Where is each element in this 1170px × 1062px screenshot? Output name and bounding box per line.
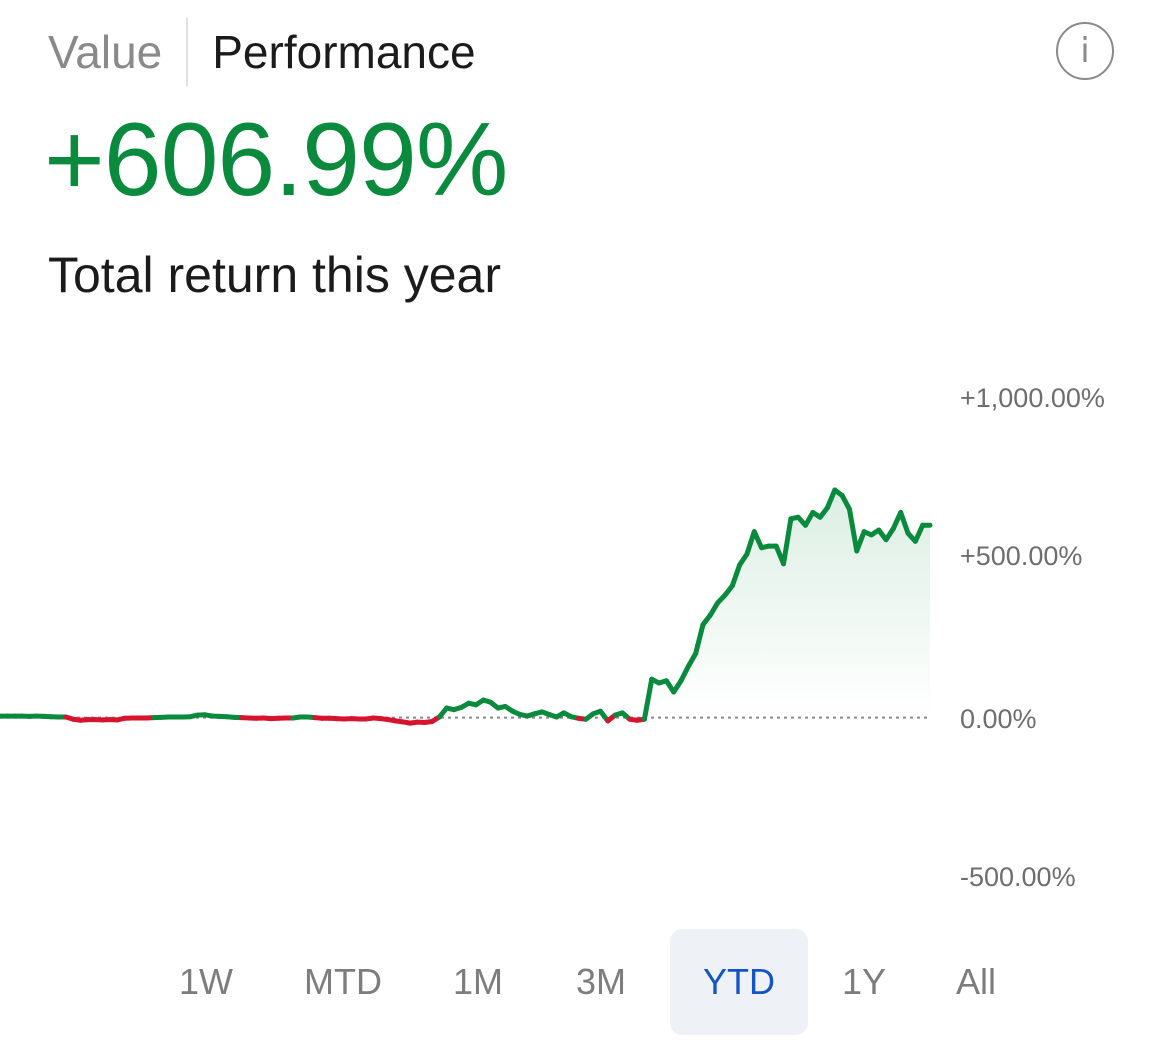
performance-line-segment [912,522,926,544]
performance-line-segment [751,529,765,551]
tab-performance[interactable]: Performance [212,26,476,78]
range-mtd[interactable]: MTD [304,961,382,1002]
performance-line-segment [846,506,860,554]
performance-line-segment [854,529,867,554]
performance-line-segment [641,676,655,722]
range-1w[interactable]: 1W [179,961,233,1002]
performance-line-segment [824,487,838,511]
performance-line-segment [898,509,911,536]
tab-value[interactable]: Value [48,26,163,78]
y-tick-label: +500.00% [960,541,1082,571]
range-all[interactable]: All [955,961,996,1002]
range-ytd[interactable]: YTD [670,929,808,1035]
performance-line-segment [839,492,852,512]
range-1y[interactable]: 1Y [841,961,887,1002]
view-tabs: Value Performance [48,14,476,90]
performance-line-segment [744,529,757,557]
info-icon: i [1080,31,1090,71]
tab-divider [186,18,189,86]
total-return-caption: Total return this year [48,247,501,303]
performance-chart: +1,000.00% +500.00% 0.00% -500.00% [0,383,1105,892]
y-tick-label: -500.00% [960,862,1076,892]
performance-line-segment [781,516,794,567]
range-3m[interactable]: 3M [575,961,626,1002]
info-button[interactable]: i [1056,22,1114,80]
performance-line-segment [693,622,706,657]
range-selector: 1W MTD 1M 3M YTD 1Y All [150,928,1032,1036]
y-tick-label: 0.00% [960,704,1037,734]
y-tick-label: +1,000.00% [960,383,1105,413]
total-return-value: +606.99% [44,102,508,218]
performance-line-segment [678,663,691,684]
range-1m[interactable]: 1M [452,961,503,1002]
performance-line-segment [729,562,743,589]
